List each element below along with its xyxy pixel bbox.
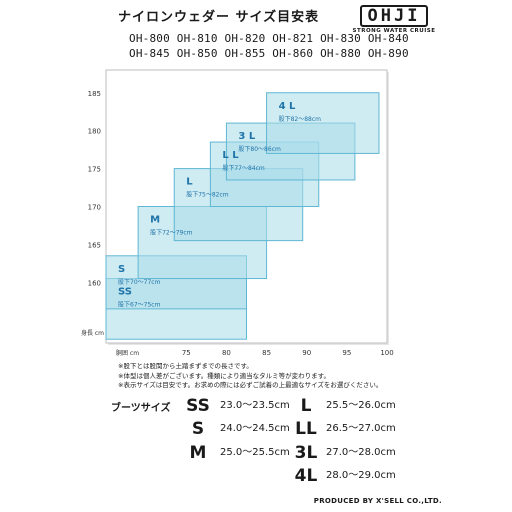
y-tick-label: 175 [88,166,101,174]
size-box-inseam: 股下67〜75cm [118,302,161,309]
boot-size-range: 25.0〜25.5cm [220,447,290,458]
model-code: OH-890 [367,47,409,60]
boot-size-range: 27.0〜28.0cm [326,447,396,458]
model-row-1: OH-800 OH-810 OH-820 OH-821 OH-830 OH-84… [129,31,409,46]
size-box-label: 4 L [279,101,296,112]
model-row-2: OH-845 OH-850 OH-855 OH-860 OH-880 OH-89… [129,46,409,61]
size-box-inseam: 股下70〜77cm [118,279,161,286]
model-list: OH-800 OH-810 OH-820 OH-821 OH-830 OH-84… [129,31,409,61]
size-box-inseam: 股下82〜88cm [279,116,322,123]
model-code: OH-850 [176,47,218,60]
model-code: OH-840 [367,32,409,45]
boot-size-range: 25.5〜26.0cm [326,400,396,411]
model-code: OH-820 [224,32,266,45]
y-tick-label: 185 [88,90,101,98]
model-code: OH-860 [272,47,314,60]
y-tick-label: 170 [88,204,101,212]
boot-size-range: 24.0〜24.5cm [220,423,290,434]
size-box-label: S [118,264,125,275]
size-box-label: SS [118,287,132,298]
boot-size-label: M [189,443,207,463]
x-tick-label: 80 [222,349,231,357]
model-code: OH-880 [320,47,361,60]
boot-size-label: 3L [294,443,318,463]
boot-size-label: LL [295,419,317,439]
note-line: ※股下とは股関から土踏まずまでの長さです。 [118,362,253,370]
model-code: OH-855 [224,47,266,60]
model-code: OH-810 [176,32,218,45]
x-tick-label: 95 [342,349,351,357]
size-box-inseam: 股下80〜86cm [238,146,281,153]
model-code: OH-821 [272,32,314,45]
y-axis-label: 身長 cm [81,329,104,337]
y-tick-label: 165 [88,241,101,249]
page-title: ナイロンウェダー サイズ目安表 [118,10,320,25]
producer-credit: PRODUCED BY X'SELL CO.,LTD. [313,497,442,505]
notes: ※股下とは股関から土踏まずまでの長さです。 ※体型は個人差がございます。種類によ… [118,362,382,391]
model-code: OH-800 [129,32,170,45]
boot-size-label: L [300,396,312,416]
model-code: OH-845 [129,47,170,60]
size-box-inseam: 股下72〜79cm [150,230,193,237]
size-box-label: L L [222,150,239,161]
boot-size-range: 28.0〜29.0cm [326,470,396,481]
boot-size-range: 23.0〜23.5cm [220,400,290,411]
x-tick-label: 100 [380,349,393,357]
note-line: ※体型は個人差がございます。種類により適当なタルミ等が変わります。 [118,371,331,380]
x-tick-label: 85 [262,349,271,357]
size-box-label: M [150,215,160,226]
logo-tagline: STRONG WATER CRUISE [352,28,436,34]
model-code: OH-830 [320,32,361,45]
y-tick-label: 180 [88,128,101,136]
size-box-6 [266,92,380,154]
brand-logo: OHJI STRONG WATER CRUISE [346,5,442,34]
boot-size-range: 26.5〜27.0cm [326,423,396,434]
size-box-label: L [186,177,193,188]
size-box-inseam: 股下75〜82cm [186,192,229,199]
y-tick-label: 160 [88,279,101,287]
x-axis-label: 胴囲 cm [116,350,139,357]
note-line: ※表示サイズは目安です。お求めの際には必ずご試着の上最適なサイズをお選びください… [118,381,383,389]
boots-size-label: ブーツサイズ [111,403,171,414]
logo-mark: OHJI [359,5,429,27]
x-tick-label: 75 [182,349,191,357]
size-box-inseam: 股下77〜84cm [222,165,265,172]
x-tick-label: 90 [302,349,311,357]
boot-size-label: 4L [294,466,318,486]
boot-size-label: SS [186,396,210,416]
size-box-label: 3 L [238,131,255,142]
boot-size-label: S [191,419,205,439]
